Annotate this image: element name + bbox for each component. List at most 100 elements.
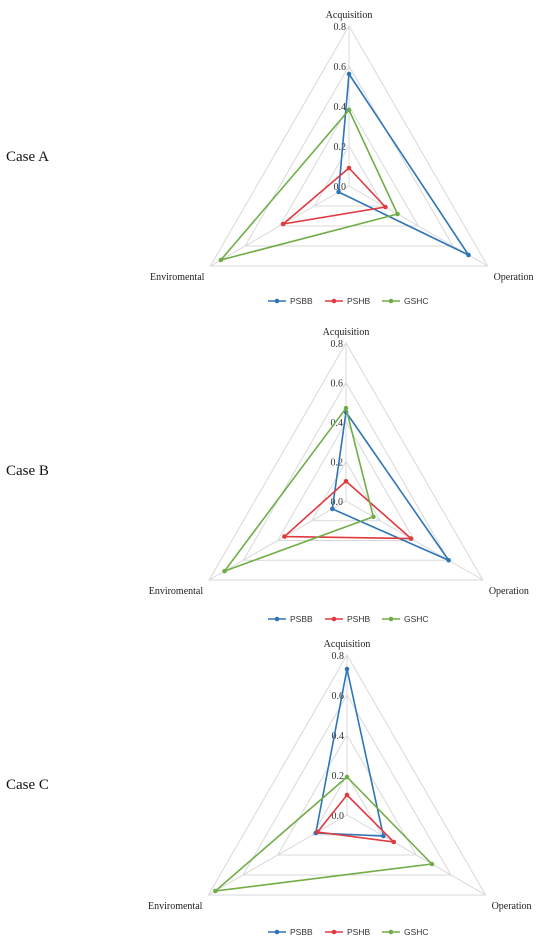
series-psbb: [336, 71, 471, 258]
grid-ring: [276, 734, 418, 856]
grid-ring: [209, 24, 489, 267]
data-point-psbb: [466, 252, 471, 258]
radar-panel-case-a: Case A 0.0 0.2 0.4 0.6 0.8 Acquisition Operati…: [0, 0, 550, 312]
legend-label: PSHB: [347, 296, 370, 306]
legend-item-gshc: GSHC: [382, 927, 429, 937]
radar-grid: [208, 341, 484, 581]
axis-label-operation: Operation: [489, 586, 529, 597]
data-point-pshb: [383, 204, 388, 210]
data-point-pshb: [344, 792, 350, 798]
series-line-pshb: [283, 480, 412, 540]
tick-label: 0.2: [332, 771, 345, 782]
legend-label: GSHC: [404, 927, 429, 937]
data-point-pshb: [391, 839, 397, 845]
series-line-psbb: [315, 668, 385, 837]
case-label: Case B: [6, 463, 49, 479]
data-point-pshb: [346, 165, 352, 171]
legend-item-pshb: PSHB: [325, 927, 370, 937]
legend-swatch-marker: [274, 929, 280, 935]
data-point-gshc: [395, 211, 400, 217]
axis-label-enviromental: Enviromental: [150, 272, 205, 283]
tick-label: 0.0: [332, 811, 345, 822]
data-point-psbb: [344, 666, 350, 672]
grid-spoke: [208, 814, 348, 896]
data-point-psbb: [346, 71, 352, 77]
legend-label: GSHC: [404, 614, 429, 624]
axis-label-acquisition: Acquisition: [324, 639, 371, 650]
legend: PSBB PSHB GSHC: [268, 927, 429, 937]
data-point-gshc: [222, 568, 227, 574]
legend-swatch-marker: [388, 298, 394, 304]
series-line-pshb: [316, 794, 395, 843]
series-psbb: [313, 666, 386, 839]
legend: PSBB PSHB GSHC: [268, 296, 429, 306]
series-line-gshc: [223, 407, 375, 572]
data-point-psbb: [446, 557, 451, 563]
data-point-gshc: [213, 888, 218, 894]
legend-swatch-marker: [388, 616, 394, 622]
data-point-pshb: [280, 221, 286, 227]
tick-label: 0.2: [331, 458, 344, 469]
grid-ring: [276, 421, 416, 541]
legend-swatch-marker: [388, 929, 394, 935]
data-point-gshc: [218, 257, 224, 263]
radar-grid: [209, 24, 489, 267]
legend-item-psbb: PSBB: [268, 614, 313, 624]
grid-ring: [208, 341, 484, 581]
legend-swatch-marker: [274, 616, 280, 622]
legend-swatch-marker: [274, 298, 280, 304]
tick-label: 0.6: [332, 691, 345, 702]
data-point-gshc: [343, 405, 349, 411]
series-gshc: [222, 405, 376, 574]
series-psbb: [330, 409, 451, 563]
legend-label: PSBB: [290, 296, 313, 306]
data-point-gshc: [371, 514, 376, 520]
series-pshb: [280, 165, 388, 227]
series-line-psbb: [337, 73, 470, 256]
legend-item-pshb: PSHB: [325, 296, 370, 306]
grid-spoke: [210, 185, 350, 267]
series-gshc: [213, 774, 435, 894]
legend-item-psbb: PSBB: [268, 296, 313, 306]
data-point-gshc: [344, 774, 350, 780]
case-label: Case C: [6, 777, 49, 793]
tick-label: 0.4: [334, 102, 347, 113]
legend-label: PSHB: [347, 927, 370, 937]
tick-label: 0.0: [331, 497, 344, 508]
data-point-psbb: [381, 833, 386, 839]
data-point-pshb: [343, 478, 349, 484]
radar-chart-case-a: 0.00.20.40.60.8AcquisitionOperationEnvir…: [150, 10, 534, 306]
series-gshc: [218, 107, 400, 263]
data-point-pshb: [282, 534, 287, 539]
radar-panel-case-c: Case C 0.0 0.2 0.4 0.6 0.8 Acquisition Operati…: [0, 624, 550, 944]
grid-ring: [244, 64, 454, 247]
data-point-psbb: [336, 189, 341, 195]
tick-label: 0.4: [331, 418, 344, 429]
radar-panel-case-b: Case B 0.0 0.2 0.4 0.6 0.8 Acquisition Operati…: [0, 312, 550, 624]
series-pshb: [282, 478, 414, 541]
tick-label: 0.8: [334, 22, 347, 33]
axis-label-acquisition: Acquisition: [323, 327, 370, 338]
tick-label: 0.8: [331, 339, 344, 350]
data-point-pshb: [315, 829, 320, 835]
grid-ring: [310, 460, 382, 522]
axis-label-enviromental: Enviromental: [148, 901, 203, 912]
axis-label-acquisition: Acquisition: [326, 10, 373, 21]
tick-label: 0.4: [332, 731, 345, 742]
legend-item-gshc: GSHC: [382, 296, 429, 306]
data-point-gshc: [429, 861, 435, 867]
series-line-psbb: [331, 411, 450, 562]
tick-label: 0.8: [332, 651, 345, 662]
data-point-psbb: [330, 506, 335, 512]
axis-label-enviromental: Enviromental: [149, 586, 204, 597]
legend-item-pshb: PSHB: [325, 614, 370, 624]
legend-label: PSHB: [347, 614, 370, 624]
legend-swatch-marker: [331, 929, 337, 935]
series-line-gshc: [214, 776, 433, 892]
data-point-gshc: [346, 107, 352, 113]
series-line-pshb: [282, 167, 387, 225]
grid-spoke: [345, 500, 484, 581]
tick-label: 0.2: [334, 142, 347, 153]
axis-label-operation: Operation: [492, 901, 532, 912]
